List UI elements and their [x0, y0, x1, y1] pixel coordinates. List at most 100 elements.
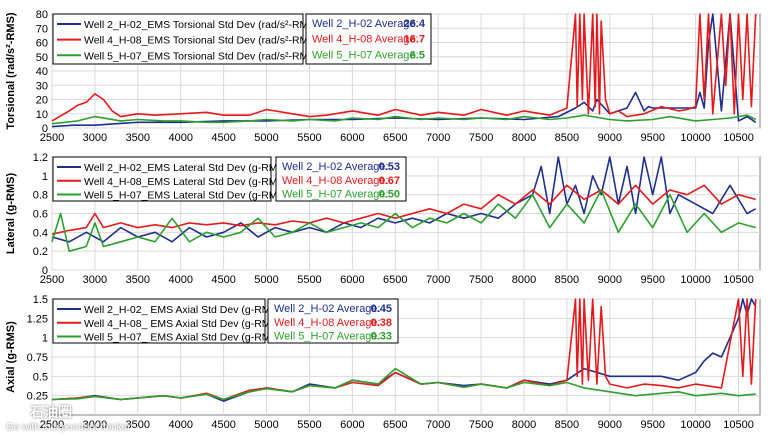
average-value: 0.33: [371, 331, 392, 343]
x-tick-label: 7000: [426, 419, 450, 431]
x-tick-label: 9000: [598, 274, 622, 286]
x-tick-label: 3000: [83, 419, 107, 431]
average-box: [267, 298, 399, 344]
x-tick-label: 3500: [126, 274, 150, 286]
y-tick-label: 10: [36, 109, 48, 121]
x-tick-label: 9500: [640, 419, 664, 431]
x-tick-label: 10000: [680, 419, 711, 431]
average-value: 6.5: [410, 49, 425, 61]
y-axis-label: Torsional (rad/s²-RMS): [5, 12, 17, 129]
x-tick-label: 3500: [126, 419, 150, 431]
y-tick-label: 0: [42, 123, 48, 135]
y-tick-label: 0: [42, 265, 48, 277]
average-value: 0.50: [379, 189, 400, 201]
x-tick-label: 4000: [168, 419, 192, 431]
x-tick-label: 8500: [555, 419, 579, 431]
x-tick-label: 6500: [383, 274, 407, 286]
x-tick-label: 2500: [40, 274, 64, 286]
legend-box: [52, 156, 272, 202]
x-tick-label: 8500: [555, 132, 579, 144]
average-box: [275, 156, 407, 202]
average-value: 26.4: [404, 18, 426, 30]
x-tick-label: 10000: [680, 274, 711, 286]
legend-label: Well 4_H-08_EMS Torsional Std Dev (rad/s…: [84, 35, 319, 47]
x-tick-label: 8000: [512, 419, 536, 431]
average-label: Well 4_H-08 Average:: [274, 317, 381, 329]
average-value: 0.67: [379, 175, 400, 187]
x-tick-label: 6000: [340, 132, 364, 144]
x-tick-label: 9500: [640, 274, 664, 286]
x-tick-label: 7000: [426, 274, 450, 286]
x-tick-label: 5500: [297, 274, 321, 286]
x-tick-label: 4000: [168, 132, 192, 144]
x-tick-label: 3500: [126, 132, 150, 144]
average-value: 0.45: [371, 303, 392, 315]
x-tick-label: 8000: [512, 132, 536, 144]
series-line-1: [51, 13, 757, 122]
y-tick-label: 70: [36, 23, 48, 35]
series-line-1: [51, 184, 756, 235]
y-tick-label: 60: [36, 38, 48, 50]
average-box: [305, 13, 432, 65]
average-label: Well 5_H-07 Average:: [282, 189, 389, 201]
x-tick-label: 4500: [211, 274, 235, 286]
x-tick-label: 8500: [555, 274, 579, 286]
x-tick-label: 4500: [211, 419, 235, 431]
x-tick-label: 9000: [598, 419, 622, 431]
legend-label: Well 5_H-07_ EMS Axial Std Dev (g-RMS): [84, 332, 281, 344]
series-line-2: [51, 114, 757, 125]
average-value: 0.38: [371, 317, 392, 329]
y-axis-label: Axial (g-RMS): [5, 321, 17, 393]
x-tick-label: 6500: [383, 419, 407, 431]
x-tick-label: 10500: [723, 132, 754, 144]
x-tick-label: 3000: [83, 132, 107, 144]
series-line-2: [51, 189, 756, 252]
y-tick-label: 80: [36, 9, 48, 21]
y-tick-label: 40: [36, 66, 48, 78]
y-tick-label: 1.25: [27, 313, 48, 325]
y-tick-label: 1: [42, 333, 48, 345]
legend-box: [52, 13, 304, 65]
y-tick-label: 0.2: [33, 246, 48, 258]
average-value: 16.7: [404, 34, 425, 46]
series-line-0: [51, 13, 757, 128]
legend-box: [52, 298, 266, 344]
average-label: Well 5_H-07 Average:: [274, 331, 381, 343]
x-tick-label: 10500: [723, 419, 754, 431]
y-tick-label: 1: [42, 171, 48, 183]
legend-label: Well 4_H-08_EMS Lateral Std Dev (g-RMS): [84, 176, 288, 188]
y-tick-label: 1.2: [33, 152, 48, 164]
legend-label: Well 5_H-07_EMS Torsional Std Dev (rad/s…: [84, 50, 319, 62]
x-tick-label: 7500: [469, 132, 493, 144]
legend-label: Well 2_H-02_EMS Lateral Std Dev (g-RMS): [84, 162, 288, 174]
y-tick-label: 30: [36, 80, 48, 92]
x-tick-label: 7500: [469, 274, 493, 286]
y-tick-label: 0.5: [33, 371, 48, 383]
legend-label: Well 2_H-02_EMS Torsional Std Dev (rad/s…: [84, 19, 319, 31]
y-axis-label: Lateral (g-RMS): [5, 173, 17, 255]
average-label: Well 5_H-07 Average:: [312, 49, 419, 61]
y-tick-label: 1.5: [33, 294, 48, 306]
x-tick-label: 5000: [254, 132, 278, 144]
series-line-0: [51, 156, 757, 243]
watermark-logo-text: 石油圈: [30, 405, 72, 421]
x-tick-label: 9500: [640, 132, 664, 144]
x-tick-label: 5500: [297, 419, 321, 431]
average-label: Well 2_H-02 Average:: [312, 18, 419, 30]
x-tick-label: 6000: [340, 419, 364, 431]
x-tick-label: 7500: [469, 419, 493, 431]
x-tick-label: 6000: [340, 274, 364, 286]
y-tick-label: 0.6: [33, 209, 48, 221]
x-tick-label: 5500: [297, 132, 321, 144]
y-tick-label: 0.75: [27, 352, 48, 364]
x-tick-label: 2500: [40, 132, 64, 144]
x-tick-label: 3000: [83, 274, 107, 286]
average-label: Well 2_H-02 Average:: [282, 161, 389, 173]
x-tick-label: 4500: [211, 132, 235, 144]
x-tick-label: 2500: [40, 419, 64, 431]
legend-label: Well 4_H-08_ EMS Axial Std Dev (g-RMS): [84, 318, 281, 330]
x-tick-label: 8000: [512, 274, 536, 286]
legend-label: Well 5_H-07_EMS Lateral Std Dev (g-RMS): [84, 190, 288, 202]
y-tick-label: 0.25: [27, 391, 48, 403]
